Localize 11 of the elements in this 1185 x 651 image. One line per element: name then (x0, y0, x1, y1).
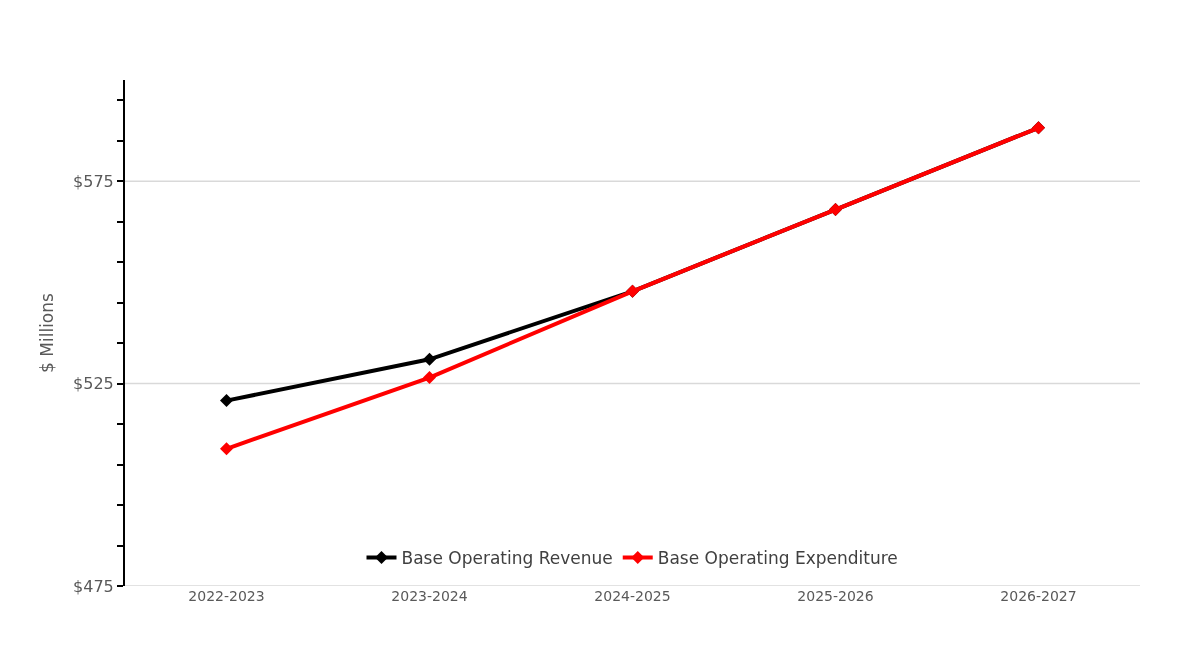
legend-label: Base Operating Expenditure (657, 548, 898, 569)
x-tick-label: 2023-2024 (391, 588, 468, 604)
x-tick-label: 2025-2026 (797, 588, 874, 604)
legend-label: Base Operating Revenue (401, 548, 613, 569)
y-tick-label: $575 (73, 171, 114, 191)
x-tick-label: 2024-2025 (594, 588, 671, 604)
y-tick-label: $525 (73, 374, 114, 394)
x-tick-label: 2026-2027 (1000, 588, 1077, 604)
y-axis-title: $ Millions (37, 292, 58, 373)
y-tick-label: $475 (73, 576, 114, 596)
x-tick-label: 2022-2023 (188, 588, 265, 604)
